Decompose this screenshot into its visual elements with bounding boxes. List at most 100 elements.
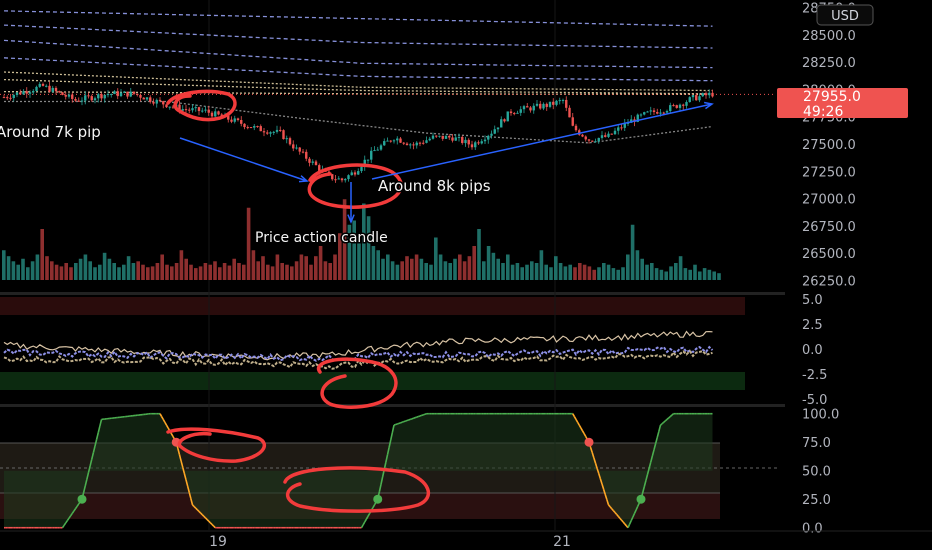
currency-button[interactable]: USD [816,4,874,26]
candle-body [35,86,38,91]
volume-bar [568,264,572,280]
stoch-line [666,417,670,421]
candle-body [643,112,646,115]
candle-body [483,139,487,142]
candle-body [490,133,493,136]
candle-body [360,167,363,172]
time-axis[interactable]: 19 21 [0,530,932,550]
volume-bar [59,266,64,280]
candle-body [334,179,337,181]
candle-body [565,99,568,108]
stoch-line [74,505,78,510]
candle-body [272,131,275,133]
candle-body [600,135,604,138]
volume-bar [285,264,289,280]
candle-body [529,107,532,111]
stoch-line [99,419,103,427]
stoch-line [388,439,392,448]
volume-bar [6,256,11,280]
candle-body [64,95,67,97]
volume-bar [659,269,664,280]
candle-body [129,91,132,97]
volume-bar [467,256,472,280]
candle-body [136,93,139,95]
volume-bar [520,267,524,280]
volume-bar [213,261,217,280]
candle-body [571,117,574,126]
candle-body [623,122,626,128]
annotation-circle [283,466,430,513]
candle-body [285,138,288,140]
candle-body [500,119,503,128]
volume-bar [102,252,107,280]
candle-body [636,114,639,122]
volume-bar [616,269,620,280]
stoch-line [162,419,166,423]
candle-body [38,83,41,87]
stoch-line [378,484,382,492]
candle-body [357,171,360,175]
volume-bar [136,261,140,280]
candle-body [259,126,262,132]
candle-body [331,174,334,180]
candle-body [194,107,197,109]
stoch-line [94,439,98,447]
stoch-line [185,479,189,487]
volume-bar [462,261,467,280]
candle-body [457,136,461,138]
candle-body [93,98,97,101]
band-line [3,78,713,95]
countdown-timer: 49:26 [803,104,843,120]
volume-bar [160,254,164,280]
candle-body [665,111,669,113]
band-line [3,10,713,27]
candle-body [181,109,184,111]
stoch-line [391,424,395,433]
candle-body [480,141,483,144]
stoch-line [651,449,655,457]
candle-body [318,165,321,171]
candle-body [308,158,311,163]
candle-body [84,95,87,101]
candle-body [431,135,435,139]
candle-body [675,105,678,108]
candle-body [496,127,500,130]
annotation-arrowhead [347,214,355,224]
candle-body [28,92,32,94]
volume-bar [112,263,116,280]
stoch-line [66,517,70,522]
stoch-line [87,465,91,473]
candle-body [656,112,659,114]
stoch-line [416,415,419,418]
candle-body [626,122,630,124]
volume-bar [621,267,625,280]
candle-body [422,142,425,144]
candle-body [249,127,253,129]
candle-body [428,138,431,141]
candle-body [535,103,539,106]
volume-bar [592,269,596,280]
candle-body [311,161,314,163]
volume-bar [83,254,88,280]
stoch-line [414,416,418,419]
band-line [3,24,713,49]
candle-body [464,139,467,144]
stoch-line [193,505,197,509]
price-axis[interactable]: 26250.0 26500.0 26750.0 27000.0 27250.0 27500… [802,2,856,537]
volume-bar [184,258,188,280]
volume-bar [314,256,318,280]
volume-bar [549,267,553,280]
candle-body [168,106,171,108]
candle-body [678,104,682,108]
stoch-line [580,427,584,432]
candle-body [415,142,418,146]
candle-body [509,111,513,114]
stoch-line [362,521,366,526]
volume-bar [539,250,544,280]
currency-label: USD [831,9,859,24]
candle-body [574,125,578,131]
candle-body [48,85,51,92]
candle-body [145,97,149,100]
time-tick-label: 21 [553,534,571,550]
stoch-line [581,430,585,435]
